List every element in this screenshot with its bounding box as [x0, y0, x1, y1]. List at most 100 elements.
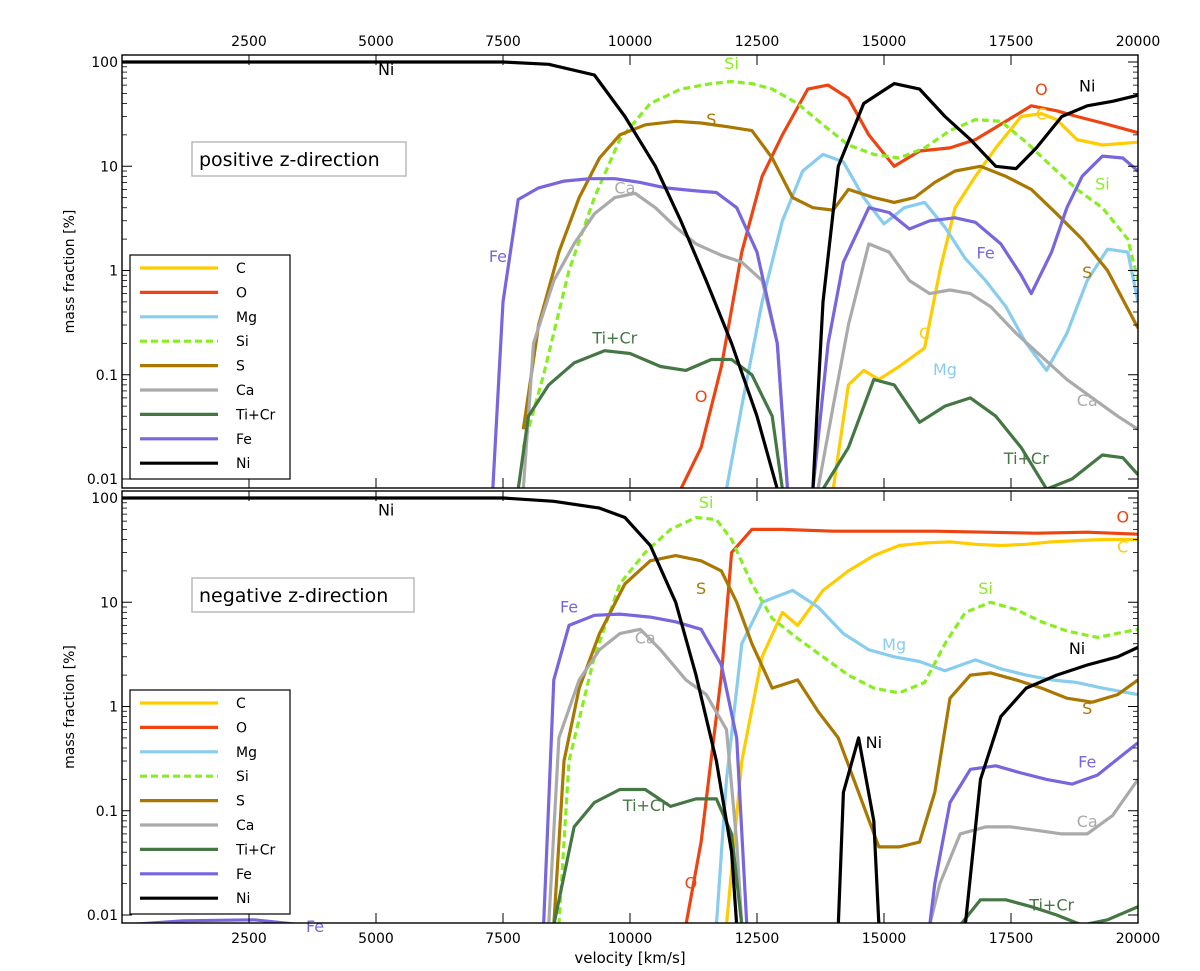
top-x-tick-label: 20000 [1116, 34, 1161, 50]
bottom-curve-label: Fe [306, 917, 324, 936]
bottom-curve-label: Ca [635, 629, 656, 648]
bottom-curve-label: O [1116, 508, 1129, 527]
top-curve-label: Ca [614, 178, 635, 197]
bottom-curve-label: C [1117, 538, 1128, 557]
bottom-series-group [122, 496, 1138, 923]
top-curve-label: Ni [378, 60, 394, 79]
bottom-legend-label-mg: Mg [236, 745, 257, 761]
bottom-x-tick-label: 5000 [358, 931, 394, 947]
top-series-fe [491, 154, 1138, 488]
top-curve-label: S [1082, 263, 1092, 282]
top-legend-label-fe: Fe [236, 432, 252, 448]
bottom-curve-label: Fe [560, 597, 578, 616]
bottom-series-ni [122, 496, 1138, 923]
top-series-group [122, 60, 1138, 488]
top-y-axis-label: mass fraction [%] [62, 210, 78, 334]
top-x-tick-label: 17500 [989, 34, 1034, 50]
top-curve-label: S [706, 110, 716, 129]
bottom-y-tick-label: 0.01 [87, 908, 118, 924]
bottom-curve-label: Ni [378, 500, 394, 519]
top-x-tick-label: 7500 [485, 34, 521, 50]
bottom-curve-label: S [696, 579, 706, 598]
top-series-ca [521, 191, 1138, 488]
bottom-legend-label-c: C [236, 696, 246, 712]
bottom-curve-label: Ni [1069, 639, 1085, 658]
top-legend-label-ca: Ca [236, 383, 254, 399]
bottom-curve-label: Fe [1078, 752, 1096, 771]
bottom-x-tick-label: 12500 [735, 931, 780, 947]
top-curve-label: Fe [489, 247, 507, 266]
bottom-y-tick-label: 1 [109, 700, 118, 716]
top-curve-label: Ti+Cr [1003, 449, 1049, 468]
top-legend-label-mg: Mg [236, 310, 257, 326]
bottom-curve-label: S [1082, 699, 1092, 718]
top-x-tick-label: 12500 [735, 34, 780, 50]
top-curve-label: Si [724, 54, 739, 73]
top-title-box [191, 141, 407, 177]
bottom-series-mg [714, 588, 1138, 923]
bottom-curve-label: Mg [882, 635, 906, 654]
top-legend-label-s: S [236, 359, 245, 375]
top-series-ti-cr [516, 349, 1138, 488]
bottom-legend-label-fe: Fe [236, 867, 252, 883]
top-curve-label: O [695, 387, 708, 406]
bottom-legend-label-s: S [236, 794, 245, 810]
bottom-curve-label: Si [978, 579, 993, 598]
bottom-title-text: negative z-direction [199, 585, 388, 607]
bottom-x-tick-label: 20000 [1116, 931, 1161, 947]
bottom-series-si [557, 515, 1138, 923]
bottom-curve-label: Ca [1077, 812, 1098, 831]
top-x-tick-label: 2500 [231, 34, 267, 50]
bottom-panel: Ni SiSFeCaTi+CrOMgSiNiNiSFeCaTi+CrOCFe0.0… [62, 490, 1161, 967]
top-series-mg [725, 152, 1138, 488]
bottom-x-tick-label: 10000 [608, 931, 653, 947]
bottom-y-axis-label: mass fraction [%] [62, 645, 78, 769]
top-legend-label-c: C [236, 261, 246, 277]
top-y-tick-label: 0.1 [96, 368, 118, 384]
bottom-legend-label-ti-cr: Ti+Cr [235, 842, 276, 858]
bottom-series-c [725, 537, 1138, 923]
top-curve-label: Ni [1079, 77, 1095, 96]
bottom-y-tick-label: 100 [91, 491, 118, 507]
top-legend-label-si: Si [236, 334, 249, 350]
top-curve-label: Ti+Cr [591, 328, 637, 347]
top-y-tick-label: 1 [109, 264, 118, 280]
top-y-tick-label: 10 [100, 159, 118, 175]
top-curve-label: C [1036, 105, 1047, 124]
bottom-x-tick-label: 7500 [485, 931, 521, 947]
top-legend-label-ti-cr: Ti+Cr [235, 407, 276, 423]
bottom-x-tick-label: 15000 [862, 931, 907, 947]
top-legend-label-ni: Ni [236, 456, 250, 472]
bottom-title-box [191, 577, 415, 613]
top-curve-label: C [919, 324, 930, 343]
top-x-tick-label: 15000 [862, 34, 907, 50]
bottom-legend-label-ca: Ca [236, 818, 254, 834]
bottom-legend-label-ni: Ni [236, 891, 250, 907]
top-y-tick-label: 100 [91, 55, 118, 71]
bottom-series-o [684, 527, 1138, 923]
top-series-ni [122, 60, 1138, 488]
bottom-curve-label: Ni [866, 733, 882, 752]
bottom-y-tick-label: 10 [100, 595, 118, 611]
top-series-c [831, 112, 1138, 488]
top-legend-label-o: O [236, 285, 247, 301]
bottom-series-ti-cr [552, 787, 1138, 923]
top-title-text: positive z-direction [199, 149, 380, 171]
bottom-curve-label: Si [699, 493, 714, 512]
top-curve-label: Ca [1077, 391, 1098, 410]
top-series-s [521, 119, 1138, 430]
bottom-x-tick-label: 2500 [231, 931, 267, 947]
top-y-tick-label: 0.01 [87, 472, 118, 488]
bottom-x-tick-label: 17500 [989, 931, 1034, 947]
top-x-tick-label: 5000 [358, 34, 394, 50]
bottom-y-tick-label: 0.1 [96, 804, 118, 820]
bottom-curve-label: O [685, 873, 698, 892]
bottom-series-fe [129, 612, 1138, 923]
top-x-tick-label: 10000 [608, 34, 653, 50]
top-curve-label: Mg [933, 360, 957, 379]
top-curve-label: Si [1095, 174, 1110, 193]
bottom-series-ca [547, 627, 1138, 923]
bottom-curve-label: Ti+Cr [622, 796, 668, 815]
bottom-curve-label: Ti+Cr [1028, 896, 1074, 915]
